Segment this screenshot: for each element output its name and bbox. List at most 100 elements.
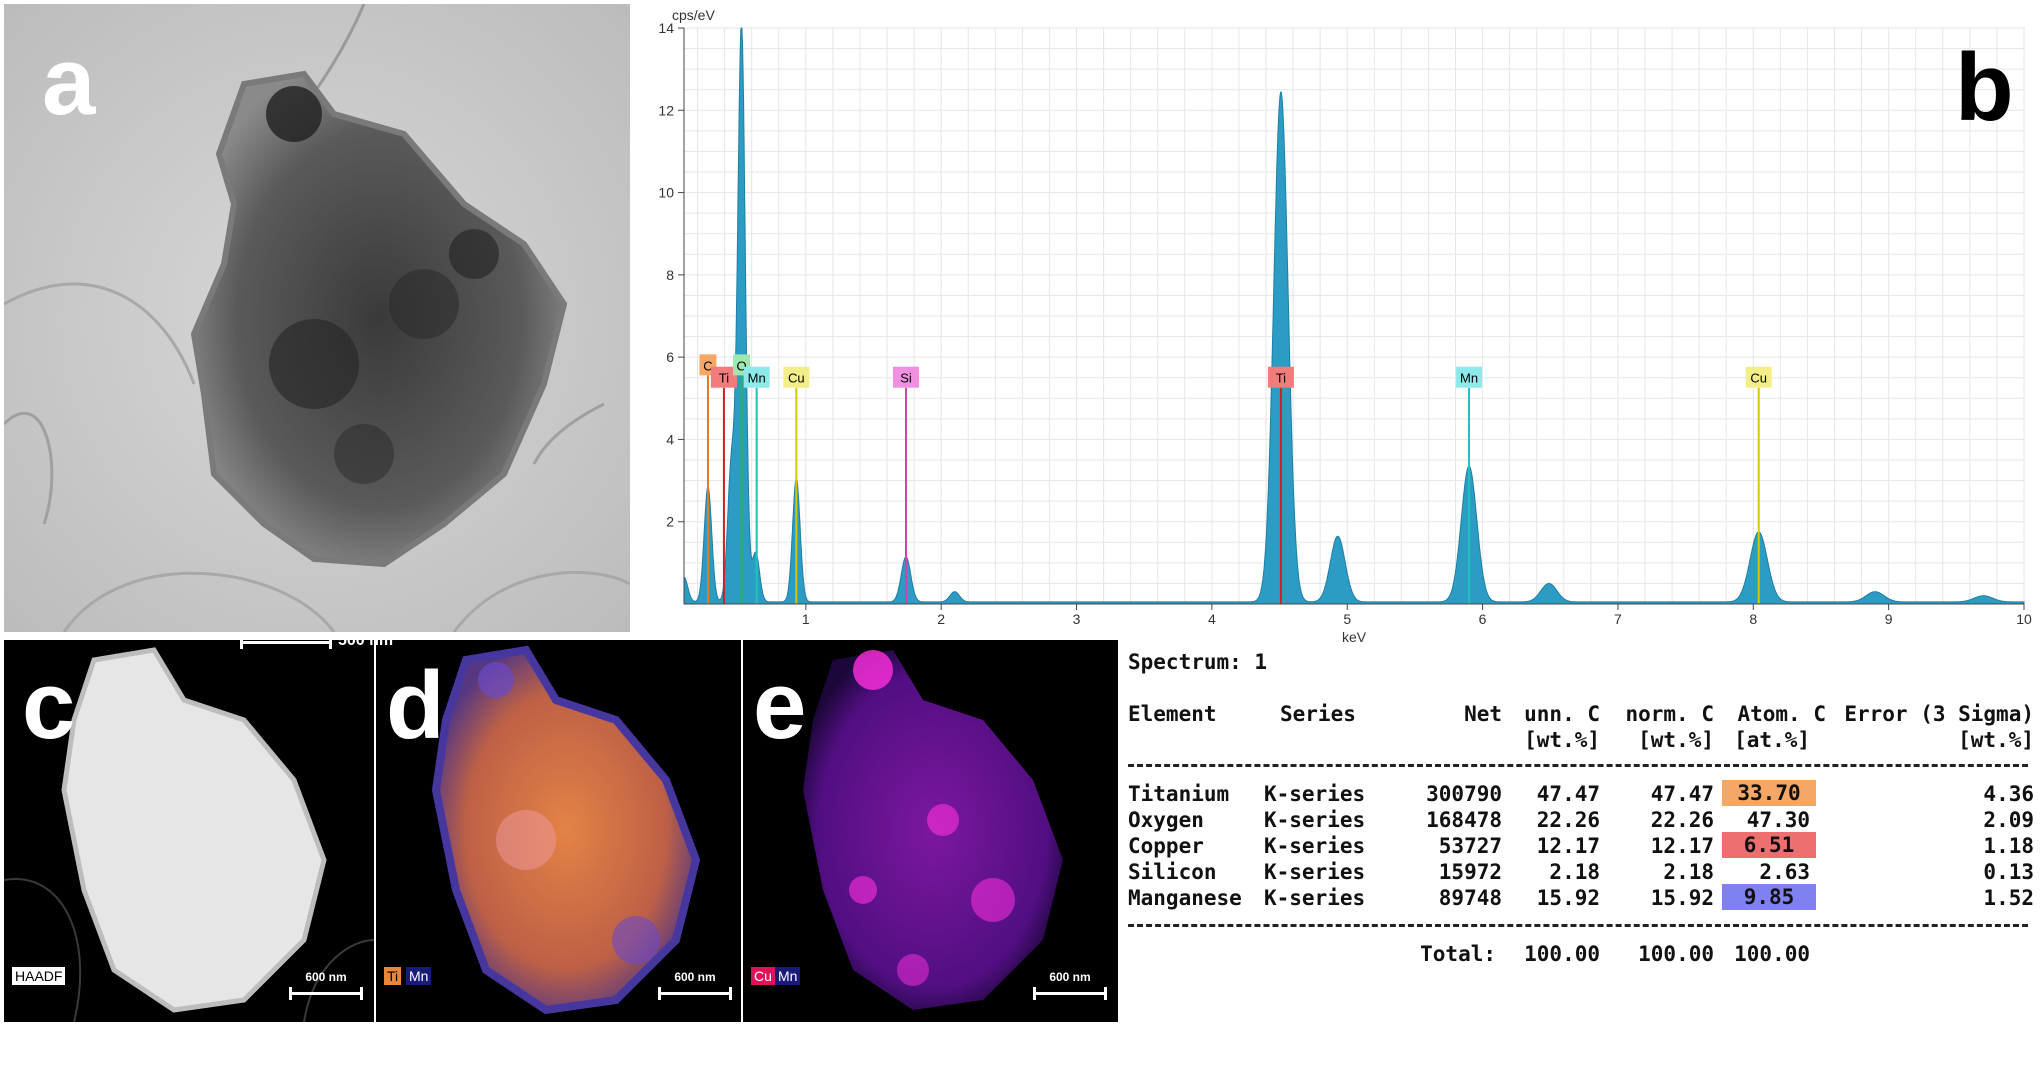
y-tick-label: 14 xyxy=(658,20,674,36)
cell-series: K-series xyxy=(1264,886,1366,910)
total-norm: 100.00 xyxy=(1638,942,1714,966)
scale-bar-label: 600 nm xyxy=(305,970,347,984)
haadf-particle-image xyxy=(4,647,374,1022)
total-atom: 100.00 xyxy=(1734,942,1810,966)
cell-error: 4.36 xyxy=(1983,782,2034,806)
total-unn: 100.00 xyxy=(1524,942,1600,966)
cell-unn: 47.47 xyxy=(1536,782,1600,806)
panel-label-b: b xyxy=(1955,34,2014,141)
ti-channel-label: Ti xyxy=(384,967,402,985)
spectrum-label: Spectrum: 1 xyxy=(1128,650,1268,674)
header-norm: norm. C xyxy=(1625,702,1714,726)
scale-bar-a-label: 500 nm xyxy=(338,632,394,649)
panel-label-c: c xyxy=(22,652,76,759)
table-header-row: Element Series Net unn. C norm. C Atom. … xyxy=(1126,702,2036,728)
panel-e-cu-mn-map: e Cu Mn 600 nm xyxy=(743,640,1118,1022)
cell-net: 53727 xyxy=(1438,834,1502,858)
panel-a-tem-image: a xyxy=(4,4,630,632)
x-tick-label: 5 xyxy=(1343,611,1351,627)
haadf-channel-label: HAADF xyxy=(12,967,66,985)
unit-error: [wt.%] xyxy=(1958,728,2034,752)
cell-series: K-series xyxy=(1264,860,1366,884)
x-tick-label: 1 xyxy=(802,611,810,627)
y-axis-label: cps/eV xyxy=(672,7,715,23)
cell-norm: 22.26 xyxy=(1650,808,1714,832)
table-row: Silicon K-series 15972 2.18 2.18 2.63 0.13 xyxy=(1126,860,2036,886)
cell-series: K-series xyxy=(1264,808,1366,832)
x-tick-label: 4 xyxy=(1208,611,1216,627)
scale-bar-a xyxy=(240,636,332,649)
mn-channel-label: Mn xyxy=(775,967,801,985)
cell-atom: 9.85 xyxy=(1722,884,1816,910)
element-marker-badge xyxy=(710,366,737,388)
cu-channel-label: Cu xyxy=(751,967,775,985)
scale-bar-label: 600 nm xyxy=(674,970,716,984)
total-label: Total: xyxy=(1420,942,1496,966)
element-marker-label: Mn xyxy=(1460,371,1478,386)
cell-element: Silicon xyxy=(1128,860,1217,884)
x-tick-label: 2 xyxy=(937,611,945,627)
element-marker-label: Mn xyxy=(748,371,766,386)
cell-element: Copper xyxy=(1128,834,1204,858)
cell-net: 168478 xyxy=(1426,808,1502,832)
eds-quantification-table: Spectrum: 1 Element Series Net unn. C no… xyxy=(1126,650,2036,1020)
element-marker-badge xyxy=(892,366,919,388)
cell-error: 2.09 xyxy=(1983,808,2034,832)
cell-net: 15972 xyxy=(1438,860,1502,884)
unit-norm: [wt.%] xyxy=(1638,728,1714,752)
element-marker-label: C xyxy=(703,358,712,373)
table-row: Copper K-series 53727 12.17 12.17 6.51 1.18 xyxy=(1126,832,2036,860)
element-marker-label: Cu xyxy=(788,371,805,386)
spectrum-series xyxy=(683,27,2025,605)
cell-norm: 2.18 xyxy=(1663,860,1714,884)
header-error: Error (3 Sigma) xyxy=(1844,702,2034,726)
x-tick-label: 6 xyxy=(1479,611,1487,627)
cell-error: 1.18 xyxy=(1983,834,2034,858)
panel-d-ti-mn-map: d Ti Mn 600 nm xyxy=(376,640,741,1022)
table-units-row: [wt.%] [wt.%] [at.%] [wt.%] xyxy=(1126,728,2036,754)
panel-c-haadf-image: c HAADF 600 nm xyxy=(4,640,374,1022)
table-row: Manganese K-series 89748 15.92 15.92 9.85 1.52 xyxy=(1126,884,2036,912)
cell-norm: 15.92 xyxy=(1650,886,1714,910)
panel-label-a: a xyxy=(42,28,96,135)
cell-unn: 22.26 xyxy=(1536,808,1600,832)
y-tick-label: 10 xyxy=(658,185,674,201)
y-tick-label: 2 xyxy=(666,514,674,530)
scale-bar xyxy=(289,987,363,1000)
unit-atom: [at.%] xyxy=(1734,728,1810,752)
cell-norm: 47.47 xyxy=(1650,782,1714,806)
table-row: Titanium K-series 300790 47.47 47.47 33.70 4.3… xyxy=(1126,780,2036,808)
table-divider xyxy=(1128,764,2028,767)
table-row: Oxygen K-series 168478 22.26 22.26 47.30 2.09 xyxy=(1126,808,2036,834)
cell-element: Manganese xyxy=(1128,886,1242,910)
x-tick-label: 9 xyxy=(1885,611,1893,627)
mn-channel-label: Mn xyxy=(406,967,432,985)
panel-label-d: d xyxy=(386,652,445,759)
unit-unn: [wt.%] xyxy=(1524,728,1600,752)
tem-particle-image xyxy=(4,4,630,632)
x-tick-label: 10 xyxy=(2016,611,2032,627)
cell-atom: 47.30 xyxy=(1746,808,1810,832)
header-atom: Atom. C xyxy=(1737,702,1826,726)
element-marker-label: O xyxy=(736,358,746,373)
cell-error: 1.52 xyxy=(1983,886,2034,910)
cell-norm: 12.17 xyxy=(1650,834,1714,858)
scale-bar xyxy=(658,987,732,1000)
element-marker-badge xyxy=(1456,366,1483,388)
cell-unn: 12.17 xyxy=(1536,834,1600,858)
element-marker-label: Si xyxy=(900,371,912,386)
panel-b-eds-spectrum: C Ti O Mn Cu Si Ti Mn Cu 1 2 3 4 5 6 7 8 9 10 2 4 6 8 10 12 14 ke… xyxy=(632,0,2043,648)
element-marker-badge xyxy=(1267,366,1294,388)
element-marker-badge xyxy=(1745,366,1772,388)
cell-element: Oxygen xyxy=(1128,808,1204,832)
cell-atom: 33.70 xyxy=(1722,780,1816,806)
y-tick-label: 4 xyxy=(666,431,674,447)
element-marker-badge xyxy=(783,366,810,388)
scale-bar xyxy=(1033,987,1107,1000)
header-unn: unn. C xyxy=(1524,702,1600,726)
ti-mn-elemental-map xyxy=(431,645,701,1015)
x-tick-label: 3 xyxy=(1073,611,1081,627)
header-element: Element xyxy=(1128,702,1217,726)
cell-net: 300790 xyxy=(1426,782,1502,806)
